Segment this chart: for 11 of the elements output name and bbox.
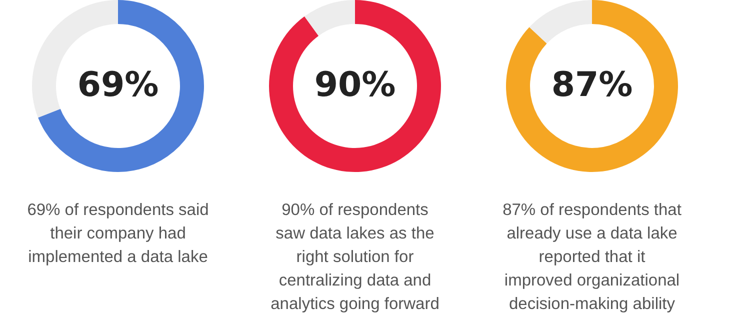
donut-slice xyxy=(506,0,678,172)
text: 90% of respondents saw data lakes as the right solution for centralizing data and analytics going forward xyxy=(270,201,440,313)
donut-slice xyxy=(38,0,204,172)
data-label: 87% xyxy=(551,65,633,105)
data-label: 69% xyxy=(77,65,159,105)
text: 69% of respondents said their company had implemented a data lake xyxy=(27,201,209,266)
donut-slice xyxy=(529,0,592,44)
text: 87% of respondents that already use a data lake reported that it improved organizational decision-making ability xyxy=(502,201,682,313)
donut-slice xyxy=(304,0,355,36)
donut-slice xyxy=(269,0,441,172)
data-label: 90% xyxy=(314,65,396,105)
